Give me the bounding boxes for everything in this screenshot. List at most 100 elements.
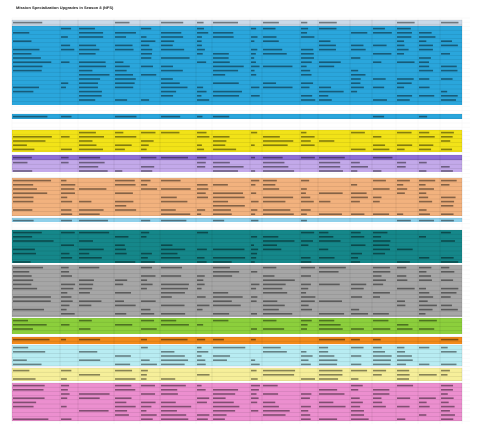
cell-text [161, 131, 180, 134]
cell-text [441, 44, 458, 47]
cell-text [213, 410, 236, 412]
row-band [12, 368, 462, 381]
cell-text [301, 53, 314, 55]
cell-text [397, 32, 412, 34]
cell-text [79, 95, 102, 97]
cell-text [301, 131, 307, 134]
cell-text [61, 405, 67, 408]
cell-text [13, 328, 33, 330]
cell-text [351, 418, 369, 420]
cell-text [197, 184, 208, 186]
cell-text [197, 346, 202, 349]
cell-text [373, 405, 386, 408]
cell-text [213, 144, 226, 146]
cell-text [115, 300, 124, 302]
cell-text [213, 192, 244, 194]
cell-text [373, 196, 382, 199]
cell-text [251, 48, 258, 51]
cell-text [263, 414, 286, 416]
cell-text [115, 279, 128, 281]
cell-text [419, 48, 433, 51]
cell-text [351, 389, 359, 391]
cell-text [373, 313, 389, 315]
cell-text [441, 414, 455, 416]
cell-text [197, 48, 205, 51]
cell-text [161, 384, 186, 387]
cell-text [13, 69, 42, 72]
cell-text [441, 401, 449, 404]
cell-text [251, 401, 258, 404]
cell-text [351, 338, 360, 341]
cell-text [263, 279, 295, 281]
cell-text [115, 363, 131, 366]
cell-text [301, 324, 308, 326]
cell-text [197, 257, 205, 259]
cell-text [13, 369, 30, 372]
cell-text [213, 95, 240, 97]
cell-text [319, 300, 342, 302]
cell-text [61, 161, 69, 164]
cell-text [301, 74, 312, 76]
cell-text [301, 188, 307, 190]
cell-text [373, 328, 391, 330]
cell-text [301, 418, 311, 420]
cell-text [13, 32, 30, 34]
cell-text [161, 57, 190, 59]
cell-text [13, 397, 45, 399]
cell-text [141, 359, 150, 361]
cell-text [419, 170, 427, 172]
row-band [12, 265, 462, 317]
row-band [12, 345, 462, 366]
cell-text [197, 389, 206, 391]
cell-text [197, 359, 206, 361]
cell-text [419, 266, 432, 269]
cell-text [141, 179, 151, 182]
cell-text [263, 86, 293, 89]
cell-text [141, 279, 148, 281]
cell-text [161, 393, 178, 395]
cell-text [115, 74, 134, 76]
cell-text [397, 144, 413, 146]
cell-text [263, 200, 286, 203]
cell-text [319, 231, 329, 234]
cell-text [441, 292, 457, 294]
cell-text [13, 363, 42, 366]
cell-text [13, 140, 46, 142]
cell-text [115, 304, 136, 307]
cell-text [351, 283, 367, 286]
cell-text [115, 136, 137, 138]
cell-text [301, 36, 315, 38]
cell-text [419, 414, 427, 416]
cell-text [13, 209, 33, 211]
cell-text [397, 363, 406, 366]
cell-text [263, 166, 289, 168]
sheet-title: Mission Specialization Upgrades in Seaso… [16, 5, 114, 10]
cell-text [441, 338, 459, 341]
cell-text [397, 405, 410, 408]
cell-text [419, 405, 430, 408]
cell-text [141, 266, 153, 269]
cell-text [79, 300, 102, 302]
row-band [12, 20, 462, 26]
cell-text [419, 287, 426, 290]
cell-text [441, 179, 457, 182]
row-band [12, 218, 462, 222]
cell-text [61, 275, 72, 277]
cell-text [373, 355, 392, 357]
cell-text [79, 144, 97, 146]
cell-text [251, 389, 259, 391]
cell-text [251, 144, 255, 146]
cell-text [301, 304, 309, 307]
cell-text [141, 378, 147, 380]
cell-text [251, 53, 256, 55]
cell-text [373, 78, 386, 80]
cell-text [263, 27, 276, 30]
cell-text [301, 200, 314, 203]
cell-text [141, 257, 148, 259]
cell-text [351, 236, 365, 238]
cell-text [61, 338, 67, 341]
cell-text [351, 200, 360, 203]
cell-text [115, 209, 137, 211]
